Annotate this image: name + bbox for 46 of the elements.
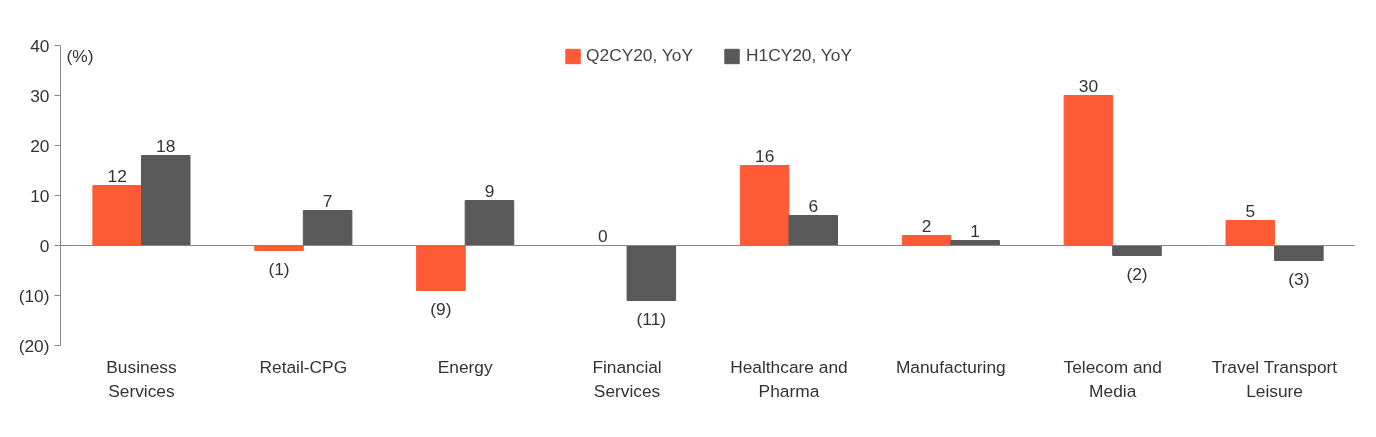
y-tick-label: 30 xyxy=(30,85,50,106)
y-tick-label: 0 xyxy=(39,235,50,256)
y-tick-label: (10) xyxy=(18,285,50,306)
data-label: 18 xyxy=(156,135,176,156)
legend-label: Q2CY20, YoY xyxy=(586,45,693,66)
bar xyxy=(302,210,353,246)
bar xyxy=(1225,220,1276,246)
data-label: 2 xyxy=(921,215,932,236)
data-label: 30 xyxy=(1078,75,1099,96)
bar xyxy=(416,245,466,291)
y-axis-title: (%) xyxy=(66,45,94,66)
legend-label: H1CY20, YoY xyxy=(745,45,852,66)
bar xyxy=(1112,245,1162,256)
y-tick-label: 40 xyxy=(30,35,50,56)
y-tick-label: 20 xyxy=(30,135,50,156)
bar xyxy=(92,185,142,246)
data-label: 0 xyxy=(597,225,608,246)
data-label: (1) xyxy=(268,258,290,279)
data-label: (2) xyxy=(1126,263,1148,284)
x-tick-label: Healthcare and Pharma xyxy=(730,356,848,401)
bar xyxy=(464,200,515,246)
y-tick-label: 10 xyxy=(30,185,50,206)
data-label: (11) xyxy=(636,308,667,329)
bar xyxy=(140,155,191,246)
data-label: 12 xyxy=(107,165,127,186)
x-tick-label: Manufacturing xyxy=(895,356,1006,377)
x-tick-label: Retail-CPG xyxy=(259,356,348,377)
bar xyxy=(1274,245,1324,261)
data-label: 5 xyxy=(1245,200,1256,221)
data-label: 6 xyxy=(808,195,819,216)
data-label: (3) xyxy=(1288,268,1310,289)
x-tick-label: Energy xyxy=(437,356,493,377)
x-tick-label: Telecom and Media xyxy=(1063,356,1162,401)
data-label: 16 xyxy=(755,145,775,166)
x-tick-label: Financial Services xyxy=(592,356,662,401)
y-tick-label: (20) xyxy=(18,335,50,356)
x-tick-label: Travel Transport Leisure xyxy=(1211,356,1338,401)
bar xyxy=(1063,95,1114,246)
x-tick-label: Business Services xyxy=(106,356,177,401)
data-label: 1 xyxy=(970,220,980,241)
data-label: (9) xyxy=(430,298,452,319)
bar xyxy=(788,215,838,246)
bar xyxy=(626,245,677,301)
bar xyxy=(739,165,790,246)
data-label: 7 xyxy=(322,190,333,211)
data-label: 9 xyxy=(484,180,495,201)
